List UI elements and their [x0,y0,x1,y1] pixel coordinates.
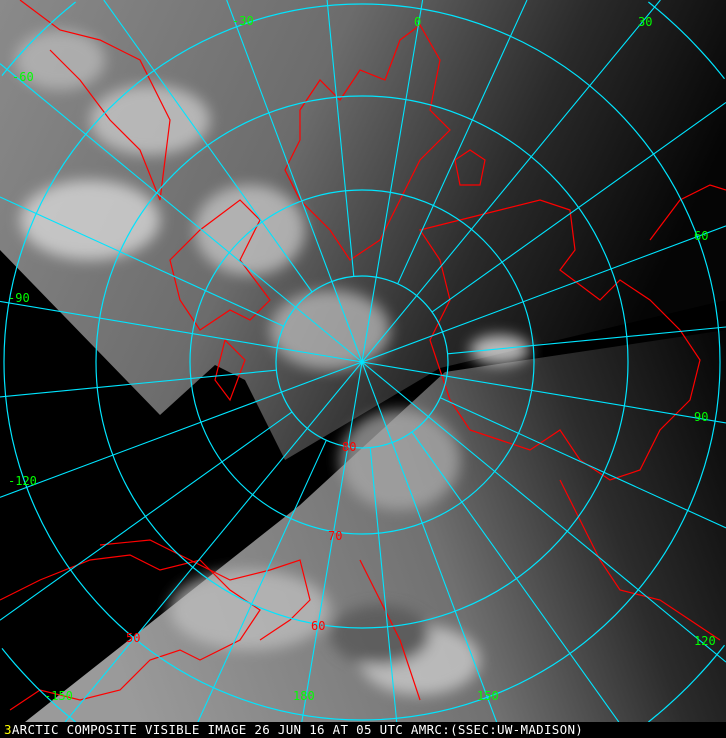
image-caption: ARCTIC COMPOSITE VISIBLE IMAGE 26 JUN 16… [11,722,584,737]
longitude-label: 0 [414,15,421,29]
lat-lon-grid [0,0,726,722]
coastline-alaska [99,539,311,641]
meridian-60 [361,225,726,363]
coastline-siberia-east [559,479,721,641]
coastline-europe [649,184,726,241]
meridian--135 [0,411,293,621]
meridian-120 [361,361,726,663]
meridian--180 [301,361,363,722]
meridian-45 [431,101,726,313]
meridian-15 [397,0,528,284]
meridian--15 [326,0,355,277]
meridian-150 [361,361,498,722]
meridian-90 [361,361,726,424]
latitude-circle-40 [1,1,725,722]
meridian-0 [361,0,424,363]
longitude-label: -90 [8,291,30,305]
meridian-30 [361,0,661,363]
longitude-label: 180 [293,689,315,703]
latitude-circle-60 [95,95,629,629]
longitude-label: -60 [12,70,34,84]
meridian--120 [0,361,363,498]
coastline-north-america [0,554,261,711]
coastline-canada-archipelago [169,199,271,402]
latitude-circle-70 [189,189,535,535]
longitude-label: 30 [638,15,652,29]
meridian--150 [64,361,363,722]
coastline-labrador [19,0,171,201]
meridian-165 [369,447,398,722]
longitude-label: 150 [477,689,499,703]
meridian--75 [0,196,284,327]
coastline-kamchatka [359,559,421,701]
longitude-label: -30 [232,14,254,28]
meridian-75 [447,326,726,355]
imagery-layer [0,0,726,722]
coastline-scandinavia-russia [419,199,701,481]
frame-number: 3 [4,722,12,737]
longitude-label: 120 [694,634,716,648]
latitude-label: 50 [126,631,140,645]
longitude-label: 60 [694,229,708,243]
meridian--105 [0,369,277,398]
meridian-105 [440,397,726,529]
latitude-circle-50 [3,3,721,721]
image-caption-bar: 3ARCTIC COMPOSITE VISIBLE IMAGE 26 JUN 1… [0,722,726,738]
meridian--90 [0,300,363,363]
latitude-label: 60 [311,619,325,633]
arctic-composite-map: -30 0 30 60 90 120 150 180 -150 -120 -90 -60 80 70 60 5… [0,0,726,722]
meridian--45 [103,0,313,293]
latitude-label: 70 [328,529,342,543]
coastline-iceland [454,149,486,186]
coastlines [0,0,726,711]
latitude-label: 80 [342,440,356,454]
coastline-greenland [284,24,451,261]
meridian-135 [411,431,620,722]
meridian--165 [197,440,327,722]
grid-labels: -30 0 30 60 90 120 150 180 -150 -120 -90 -60 80 70 60 5… [8,14,716,703]
meridian--30 [226,0,363,363]
longitude-label: 90 [694,410,708,424]
latitude-circle-80 [275,275,449,449]
longitude-label: -120 [8,474,37,488]
cloud-features [15,30,530,695]
longitude-label: -150 [44,689,73,703]
meridian--60 [0,63,363,363]
